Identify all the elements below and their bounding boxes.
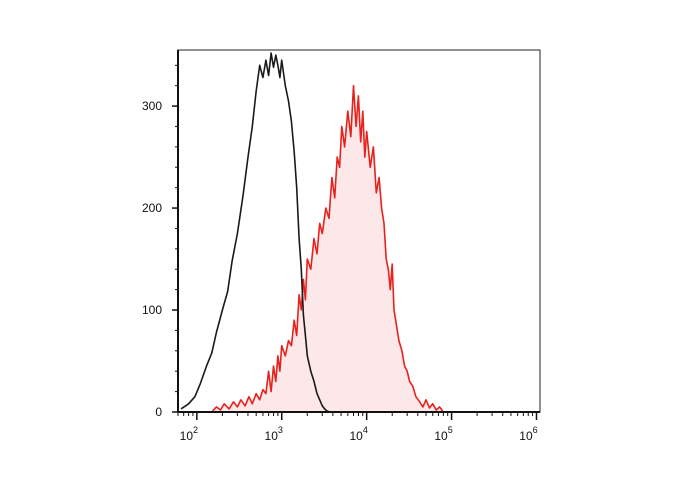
- series-layer: [180, 52, 537, 413]
- x-tick-label: 105: [434, 425, 452, 443]
- series-1-area: [211, 85, 444, 412]
- x-tick-label: 102: [180, 425, 198, 443]
- series-0-line: [180, 52, 537, 413]
- series-1-line: [211, 84, 444, 413]
- y-tick-label: 0: [155, 405, 162, 419]
- y-tick-label: 100: [142, 303, 162, 317]
- y-tick-label: 300: [142, 99, 162, 113]
- y-tick-label: 200: [142, 201, 162, 215]
- x-tick-label: 103: [265, 425, 283, 443]
- axes-layer: 0 100 200 300 102 103 104 105 106: [142, 64, 538, 443]
- x-tick-label: 104: [349, 425, 367, 443]
- x-tick-label: 106: [519, 425, 537, 443]
